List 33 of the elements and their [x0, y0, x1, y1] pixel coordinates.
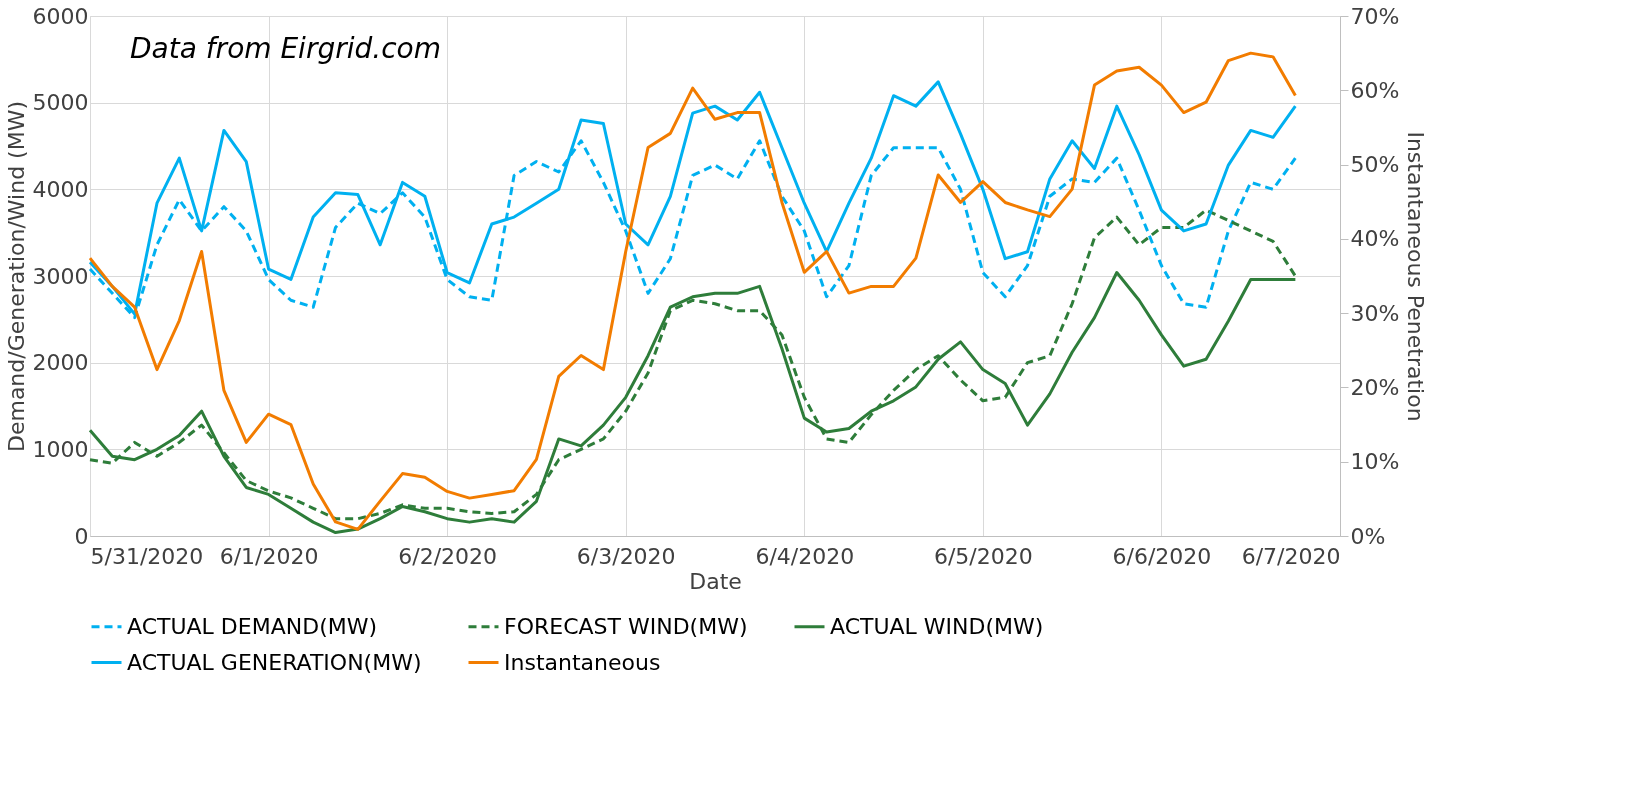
y-tick-label: 1000 [32, 436, 89, 462]
legend-label: FORECAST WIND(MW) [504, 613, 748, 639]
line-series [88, 80, 1297, 316]
x-tick-label: 6/2/2020 [398, 543, 498, 569]
y-tick-label: 6000 [32, 3, 89, 29]
y-tick-label: 4000 [32, 176, 89, 202]
y2-tick-label: 10% [1350, 449, 1400, 475]
legend-label: ACTUAL DEMAND(MW) [127, 613, 378, 639]
legend-label: Instantaneous [504, 649, 661, 675]
y-tick-label: 5000 [32, 90, 89, 116]
x-tick-label: 6/3/2020 [576, 543, 676, 569]
legend-label: ACTUAL GENERATION(MW) [127, 649, 422, 675]
y-tick-label: 3000 [32, 263, 89, 289]
legend-label: ACTUAL WIND(MW) [830, 613, 1044, 639]
y2-tick-label: 60% [1350, 77, 1400, 103]
x-tick-label: 5/31/2020 [90, 543, 204, 569]
x-axis-title: Date [689, 568, 742, 594]
x-tick-label: 6/7/2020 [1241, 543, 1341, 569]
y-tick-label: 0 [74, 523, 89, 549]
x-tick-label: 6/6/2020 [1112, 543, 1212, 569]
y2-tick-label: 30% [1350, 300, 1400, 326]
y-tick-label: 2000 [32, 350, 89, 376]
y2-tick-label: 0% [1350, 523, 1386, 549]
y2-tick-label: 50% [1350, 152, 1400, 178]
x-tick-label: 6/5/2020 [933, 543, 1033, 569]
y2-tick-label: 40% [1350, 226, 1400, 252]
x-tick-label: 6/4/2020 [755, 543, 855, 569]
y2-tick-label: 70% [1350, 3, 1400, 29]
x-tick-label: 6/1/2020 [219, 543, 319, 569]
y-axis-title: Demand/Generation/Wind (MW) [3, 100, 29, 453]
y2-tick-label: 20% [1350, 374, 1400, 400]
annotation: Data from Eirgrid.com [130, 32, 441, 65]
y2-axis-title: Instantaneous Penetration [1403, 131, 1429, 422]
